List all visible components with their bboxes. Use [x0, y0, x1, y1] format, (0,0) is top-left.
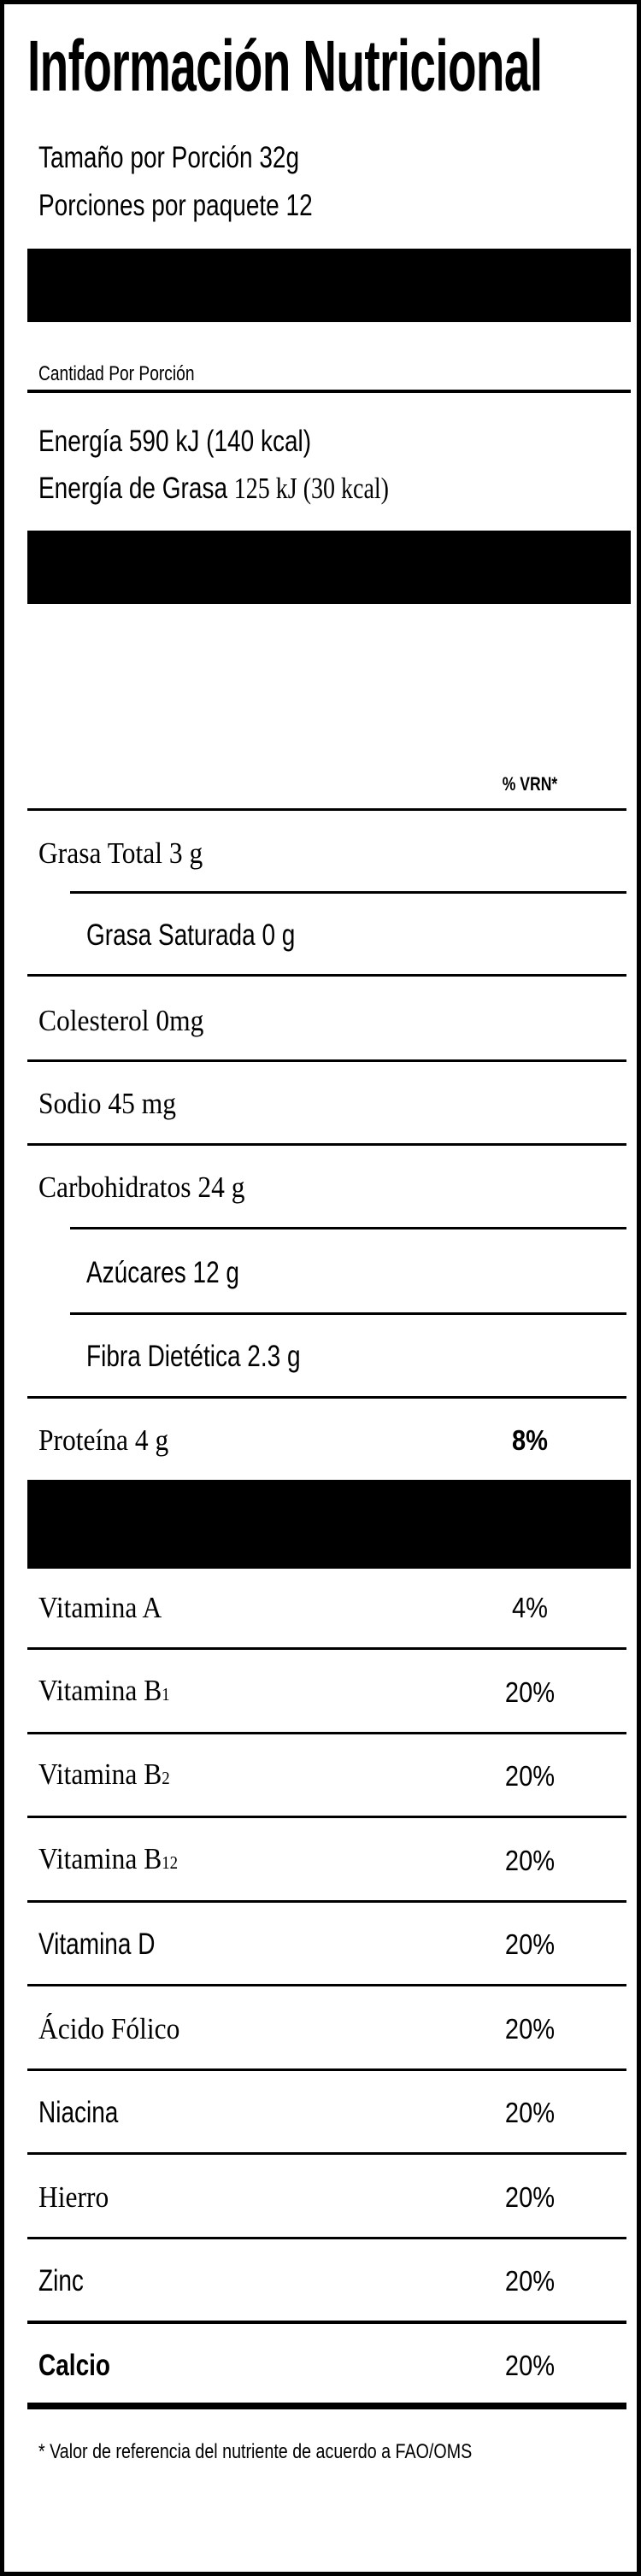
footnote: * Valor de referencia del nutriente de a…	[38, 2440, 473, 2463]
divider	[27, 1396, 626, 1399]
vitamin-name: Niacina	[38, 2096, 119, 2129]
vitamin-percent: 20%	[504, 2349, 556, 2381]
divider	[27, 1900, 626, 1903]
energy-total: Energía 590 kJ (140 kcal)	[38, 425, 312, 458]
energy-from-fat: Energía de Grasa 125 kJ (30 kcal)	[38, 472, 389, 506]
amount-per-serving-header: Cantidad Por Porción	[38, 362, 195, 385]
vitamin-percent: 20%	[504, 1928, 556, 1960]
energy-from-fat-value: 125 kJ (30 kcal)	[233, 472, 389, 505]
vitamin-percent: 20%	[504, 1844, 556, 1876]
vitamin-label: Ácido Fólico	[38, 2012, 179, 2046]
vitamin-percent: 20%	[504, 1760, 556, 1792]
vitamin-name: Vitamina B	[38, 1757, 162, 1791]
serving-size: Tamaño por Porción 32g	[38, 141, 300, 174]
nutrient-label: Azúcares 12 g	[86, 1256, 239, 1289]
vitamin-percent: 20%	[504, 2012, 556, 2045]
divider	[27, 1143, 626, 1146]
vitamin-name: Zinc	[38, 2264, 84, 2297]
nutrient-label: Sodio 45 mg	[38, 1087, 177, 1120]
divider	[27, 2152, 626, 2155]
black-bar	[27, 531, 631, 604]
divider	[27, 1059, 626, 1062]
nutrient-label: Grasa Total 3 g	[38, 836, 203, 870]
vitamin-subscript: 2	[162, 1768, 170, 1788]
vitamin-percent: 20%	[504, 2097, 556, 2128]
vitamin-subscript: 1	[162, 1683, 170, 1705]
nutrient-percent: 8%	[512, 1424, 548, 1456]
vitamin-percent: 20%	[504, 1675, 556, 1708]
vitamin-label: Zinc	[38, 2264, 84, 2298]
label-title: Información Nutricional	[27, 26, 543, 106]
divider	[70, 1312, 626, 1315]
energy-from-fat-label: Energía de Grasa	[38, 472, 234, 505]
servings-per-package: Porciones por paquete 12	[38, 189, 313, 222]
divider	[27, 1984, 626, 1986]
nutrient-label: Grasa Saturada 0 g	[86, 918, 296, 952]
vitamin-label: Vitamina D	[38, 1928, 155, 1962]
nutrient-label: Fibra Dietética 2.3 g	[86, 1340, 301, 1373]
vitamin-label: Vitamina A	[38, 1591, 162, 1625]
vitamin-percent: 20%	[504, 2180, 556, 2213]
divider	[27, 2237, 626, 2239]
divider	[27, 390, 631, 393]
divider	[70, 891, 626, 894]
vitamin-name: Ácido Fólico	[38, 2011, 180, 2045]
vitamin-label: Calcio	[38, 2349, 110, 2383]
divider	[27, 1816, 626, 1818]
vitamin-label: Vitamina B2	[38, 1757, 170, 1795]
vitamin-name: Vitamina A	[38, 1591, 162, 1624]
divider	[27, 1647, 626, 1650]
vitamin-subscript: 12	[162, 1851, 179, 1873]
black-bar	[27, 1480, 631, 1569]
divider	[27, 2321, 626, 2324]
divider	[70, 1227, 626, 1229]
black-bar	[27, 249, 631, 322]
vitamin-name: Hierro	[38, 2180, 109, 2214]
vitamin-label: Niacina	[38, 2096, 118, 2130]
divider	[27, 1732, 626, 1734]
vitamin-name: Calcio	[38, 2348, 111, 2382]
divider	[27, 808, 626, 811]
nutrient-label: Proteína 4 g	[38, 1423, 169, 1457]
vitamin-label: Vitamina B12	[38, 1842, 178, 1880]
vrn-header: % VRN*	[502, 773, 558, 795]
vitamin-name: Vitamina B	[38, 1673, 162, 1707]
divider	[27, 974, 626, 977]
thick-divider	[27, 2403, 626, 2409]
nutrient-label: Colesterol 0mg	[38, 1004, 204, 1037]
vitamin-name: Vitamina B	[38, 1841, 162, 1875]
vitamin-percent: 20%	[504, 2265, 556, 2297]
divider	[27, 2068, 626, 2071]
vitamin-label: Hierro	[38, 2180, 109, 2215]
vitamin-name: Vitamina D	[38, 1928, 156, 1961]
vitamin-percent: 4%	[512, 1592, 548, 1623]
nutrient-label: Carbohidratos 24 g	[38, 1171, 245, 1204]
vitamin-label: Vitamina B1	[38, 1674, 170, 1711]
